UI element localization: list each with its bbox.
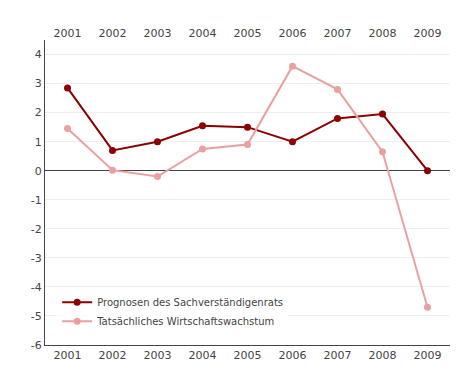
svg-text:2004: 2004 xyxy=(189,349,217,362)
svg-text:2001: 2001 xyxy=(54,27,82,40)
svg-text:-5: -5 xyxy=(31,310,42,323)
svg-text:-4: -4 xyxy=(31,281,42,294)
svg-text:Tatsächliches Wirtschaftswachs: Tatsächliches Wirtschaftswachstum xyxy=(96,316,274,327)
svg-text:-1: -1 xyxy=(31,194,42,207)
svg-text:2005: 2005 xyxy=(234,349,262,362)
svg-text:2005: 2005 xyxy=(234,27,262,40)
svg-text:2: 2 xyxy=(35,106,42,119)
svg-text:4: 4 xyxy=(35,48,42,61)
svg-text:-2: -2 xyxy=(31,223,42,236)
svg-text:2003: 2003 xyxy=(144,349,172,362)
svg-text:0: 0 xyxy=(35,165,42,178)
svg-text:2009: 2009 xyxy=(414,27,442,40)
svg-text:3: 3 xyxy=(35,77,42,90)
svg-text:2007: 2007 xyxy=(324,349,352,362)
svg-text:2002: 2002 xyxy=(99,349,127,362)
svg-text:Prognosen des Sachverständigen: Prognosen des Sachverständigenrats xyxy=(97,297,283,308)
svg-text:-6: -6 xyxy=(31,339,42,352)
svg-text:2002: 2002 xyxy=(99,27,127,40)
svg-text:2009: 2009 xyxy=(414,349,442,362)
svg-text:2003: 2003 xyxy=(144,27,172,40)
svg-text:2006: 2006 xyxy=(279,349,307,362)
svg-text:2008: 2008 xyxy=(369,349,397,362)
svg-text:2006: 2006 xyxy=(279,27,307,40)
svg-text:2001: 2001 xyxy=(54,349,82,362)
svg-text:2004: 2004 xyxy=(189,27,217,40)
svg-text:2008: 2008 xyxy=(369,27,397,40)
svg-text:-3: -3 xyxy=(31,252,42,265)
svg-text:1: 1 xyxy=(35,136,42,149)
svg-text:2007: 2007 xyxy=(324,27,352,40)
